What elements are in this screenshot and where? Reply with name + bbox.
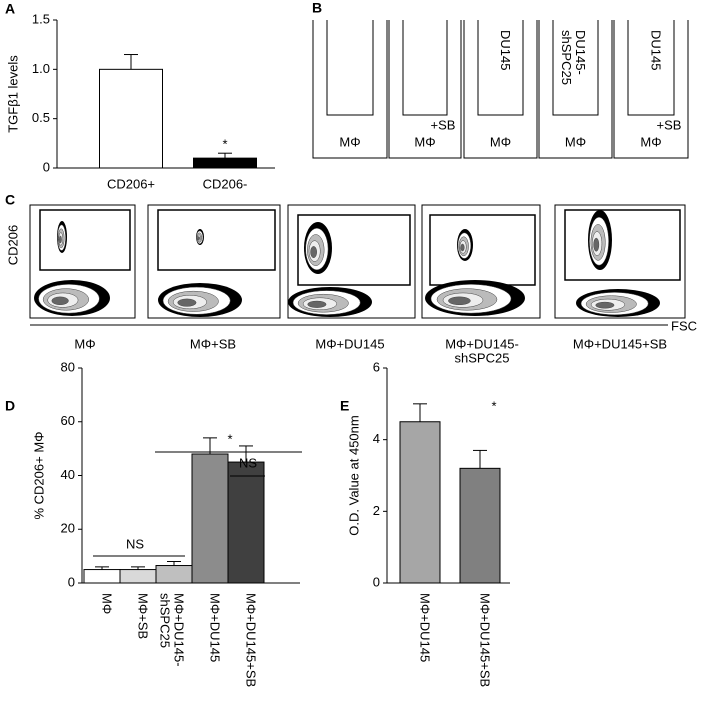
well-outer xyxy=(538,20,613,159)
y-axis-label: % CD206+ MΦ xyxy=(31,431,46,519)
y-tick-label: 60 xyxy=(61,413,75,428)
gate xyxy=(429,214,536,286)
bar xyxy=(399,421,441,584)
contour xyxy=(593,237,600,252)
well-inner xyxy=(627,20,675,116)
y-tick-label: 80 xyxy=(61,359,75,374)
y-tick-label: 0.5 xyxy=(32,110,50,125)
contour xyxy=(448,296,471,306)
well-top-label: DU145 xyxy=(649,30,664,70)
well-inner xyxy=(402,20,448,116)
sample-label: MΦ+DU145- xyxy=(445,336,519,351)
gate xyxy=(157,209,276,271)
sample-label: MΦ+DU145+SB xyxy=(573,336,667,351)
contour xyxy=(177,298,197,307)
well-outer xyxy=(312,20,388,159)
well-inner xyxy=(326,20,374,116)
panel-label: A xyxy=(5,1,15,17)
y-tick-label: 0 xyxy=(373,574,380,589)
significance-label: * xyxy=(491,398,496,413)
y-tick-label: 2 xyxy=(373,503,380,518)
x-tick-label: MΦ+DU145 xyxy=(208,593,223,662)
sample-label: MΦ+SB xyxy=(190,336,236,351)
x-tick-label: MΦ+DU145 xyxy=(418,593,433,662)
x-axis-label: FSC xyxy=(671,318,697,333)
flow-plot xyxy=(287,204,416,319)
bar xyxy=(155,565,193,584)
bar xyxy=(227,461,265,584)
bar xyxy=(193,157,257,169)
gate xyxy=(39,209,131,271)
significance-label: * xyxy=(227,431,232,446)
y-tick-label: 4 xyxy=(373,431,380,446)
y-tick-label: 1.5 xyxy=(32,11,50,26)
y-axis-label: O.D. Value at 450nm xyxy=(346,415,361,535)
panel-label: D xyxy=(5,398,15,414)
well-bottom-label: MΦ xyxy=(640,134,661,149)
sample-label: MΦ xyxy=(74,336,95,351)
well-bottom-label: MΦ xyxy=(490,134,511,149)
x-tick-label: MΦ+DU145+SB xyxy=(478,593,493,687)
well-bottom-label: +SB xyxy=(431,117,456,132)
x-tick-label: CD206- xyxy=(203,176,248,191)
well-bottom-label: MΦ xyxy=(339,134,360,149)
well-bottom-label: +SB xyxy=(657,117,682,132)
gate xyxy=(564,209,681,281)
well-outer xyxy=(388,20,462,159)
well-outer xyxy=(463,20,538,159)
y-tick-label: 0 xyxy=(43,159,50,174)
bar xyxy=(191,453,229,584)
panel-label: E xyxy=(340,398,349,414)
contour xyxy=(59,235,62,244)
well-outer xyxy=(613,20,689,159)
contour xyxy=(460,243,465,252)
significance-label: NS xyxy=(126,536,144,551)
bar xyxy=(459,467,501,584)
x-tick-label: MΦ xyxy=(100,593,115,614)
panel-label: C xyxy=(5,192,15,208)
y-tick-label: 40 xyxy=(61,467,75,482)
well-top-label: DU145 xyxy=(498,30,513,70)
contour xyxy=(595,301,615,309)
flow-plot xyxy=(421,204,541,319)
y-tick-label: 0 xyxy=(68,574,75,589)
x-tick-label: shSPC25 xyxy=(158,593,173,648)
y-axis-label: CD206 xyxy=(5,225,20,265)
significance-label: NS xyxy=(239,455,257,470)
y-tick-label: 20 xyxy=(61,521,75,536)
significance-label: * xyxy=(222,136,227,151)
well-inner xyxy=(477,20,524,116)
contour xyxy=(307,300,327,308)
flow-plot xyxy=(29,204,136,319)
flow-plot xyxy=(554,204,686,319)
x-tick-label: MΦ+DU145+SB xyxy=(244,593,259,687)
well-inner xyxy=(552,20,599,116)
x-tick-label: MΦ+SB xyxy=(136,593,151,639)
gate xyxy=(297,214,411,286)
x-tick-label: MΦ+DU145- xyxy=(172,593,187,667)
well-bottom-label: MΦ xyxy=(414,134,435,149)
panel-label: B xyxy=(312,0,322,16)
sample-label: shSPC25 xyxy=(455,350,510,365)
flow-plot xyxy=(147,204,281,319)
x-tick-label: CD206+ xyxy=(107,176,155,191)
contour xyxy=(197,236,200,241)
bar xyxy=(99,68,163,169)
contour xyxy=(51,296,69,306)
well-bottom-label: MΦ xyxy=(565,134,586,149)
bar xyxy=(119,569,157,584)
sample-label: MΦ+DU145 xyxy=(315,336,384,351)
y-axis-label: TGFβ1 levels xyxy=(5,55,20,133)
y-tick-label: 1.0 xyxy=(32,61,50,76)
y-tick-label: 6 xyxy=(373,359,380,374)
contour xyxy=(310,246,317,259)
well-top-label: DU145- xyxy=(573,30,588,75)
bar xyxy=(83,569,121,584)
well-top-label: shSPC25 xyxy=(559,30,574,85)
